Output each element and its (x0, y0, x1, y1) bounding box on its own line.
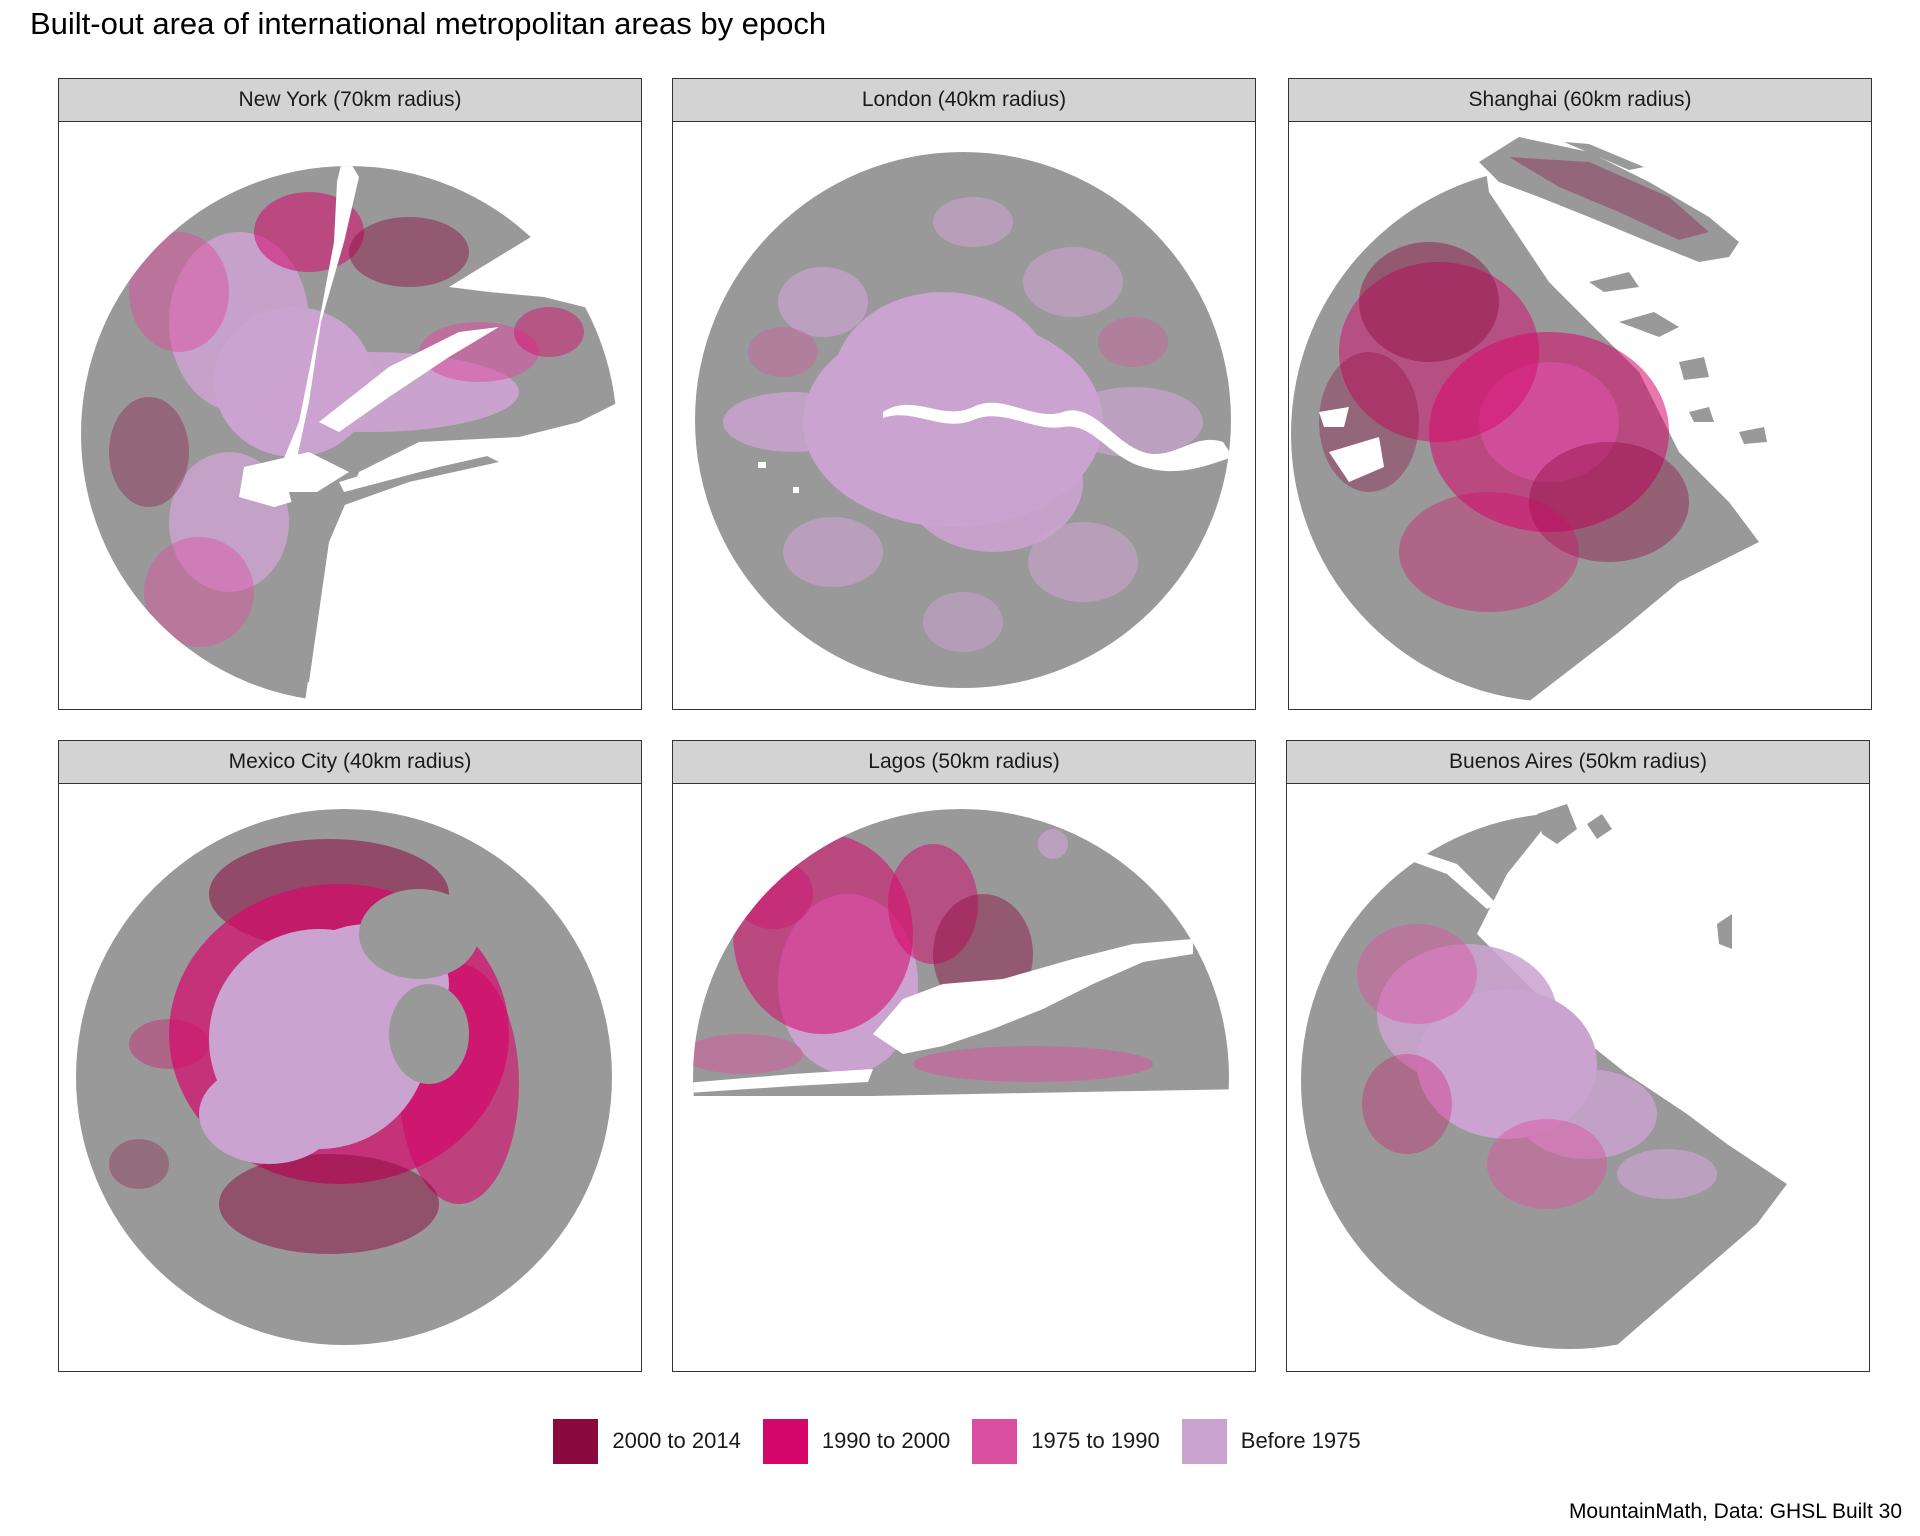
legend-label-before-1975: Before 1975 (1240, 1428, 1361, 1453)
panel-strip-london: London (40km radius) (672, 78, 1256, 122)
shanghai-chongming-island (1479, 137, 1739, 262)
shanghai-footprint (1291, 166, 1759, 702)
panel-strip-new-york: New York (70km radius) (58, 78, 642, 122)
panel-shanghai: Shanghai (60km radius) (1288, 78, 1872, 710)
legend-label-1975-1990: 1975 to 1990 (1031, 1428, 1160, 1453)
london-footprint (695, 152, 1231, 688)
map-lagos (672, 783, 1256, 1372)
panel-strip-shanghai: Shanghai (60km radius) (1288, 78, 1872, 122)
legend-swatch-2000-2014 (553, 1418, 599, 1464)
buenos-aires-footprint (1301, 813, 1787, 1349)
legend-item-1990-2000: 1990 to 2000 (762, 1418, 956, 1464)
lagos-footprint (693, 809, 1229, 1096)
legend-label-2000-2014: 2000 to 2014 (612, 1428, 741, 1453)
mexico-city-footprint (76, 809, 612, 1345)
legend-item-1975-1990: 1975 to 1990 (972, 1418, 1165, 1464)
ny-harbor (239, 452, 349, 507)
panel-lagos: Lagos (50km radius) (672, 740, 1256, 1372)
map-mexico-city (58, 783, 642, 1372)
panel-london: London (40km radius) (672, 78, 1256, 710)
map-buenos-aires (1286, 783, 1870, 1372)
ny-long-island-sound (319, 327, 499, 432)
panel-mexico-city: Mexico City (40km radius) (58, 740, 642, 1372)
ny-hudson-river (274, 166, 359, 482)
legend-swatch-before-1975 (1181, 1418, 1227, 1464)
lagos-lagoon (873, 939, 1193, 1054)
panel-buenos-aires: Buenos Aires (50km radius) (1286, 740, 1870, 1372)
panel-new-york: New York (70km radius) (58, 78, 642, 710)
ny-footprint (81, 166, 617, 702)
legend-swatch-1975-1990 (972, 1418, 1018, 1464)
panel-strip-buenos-aires: Buenos Aires (50km radius) (1286, 740, 1870, 784)
panel-strip-mexico-city: Mexico City (40km radius) (58, 740, 642, 784)
map-london (672, 121, 1256, 710)
legend-item-2000-2014: 2000 to 2014 (553, 1418, 746, 1464)
panel-strip-lagos: Lagos (50km radius) (672, 740, 1256, 784)
legend-swatch-1990-2000 (762, 1418, 808, 1464)
caption: MountainMath, Data: GHSL Built 30 (1568, 1500, 1902, 1523)
map-shanghai (1288, 121, 1872, 710)
legend: 2000 to 2014 1990 to 2000 1975 to 1990 B… (0, 1416, 1920, 1466)
legend-label-1990-2000: 1990 to 2000 (821, 1428, 951, 1453)
chart-title: Built-out area of international metropol… (30, 6, 827, 41)
map-new-york (58, 121, 642, 710)
legend-item-before-1975: Before 1975 (1181, 1418, 1367, 1464)
london-thames (883, 402, 1231, 472)
